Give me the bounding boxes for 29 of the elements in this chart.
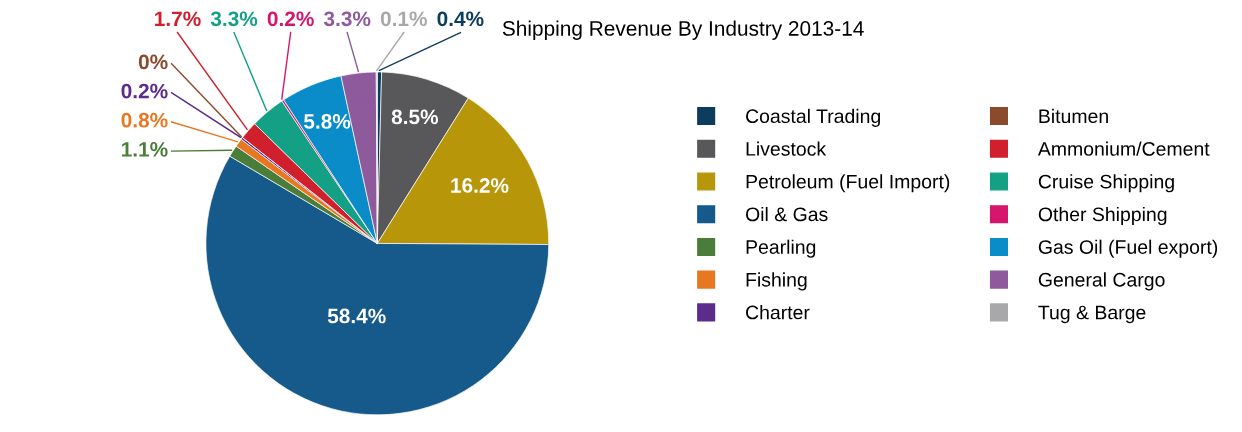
legend-label: Charter [746, 305, 810, 320]
data-label: 3.3% [210, 11, 258, 27]
legend-label: Gas Oil (Fuel export) [1038, 239, 1218, 258]
legend-label: General Cargo [1038, 272, 1165, 291]
legend-label: Pearling [746, 239, 816, 258]
legend-label: Fishing [746, 272, 807, 291]
legend-label: Coastal Trading [746, 108, 880, 127]
data-label: 0.1% [380, 11, 427, 27]
data-label: 1.7% [155, 11, 201, 27]
data-label: 3.3% [323, 11, 371, 27]
legend-label: Oil & Gas [745, 206, 828, 222]
legend-label: Petroleum (Fuel Import) [746, 174, 950, 193]
data-label: 5.8% [303, 114, 351, 129]
chart-title: Shipping Revenue By Industry 2013-14 [502, 20, 864, 40]
data-label: 0.2% [267, 11, 314, 27]
data-label: 16.2% [451, 178, 509, 193]
data-label: 1.1% [122, 142, 168, 157]
legend-label: Tug & Barge [1038, 305, 1146, 324]
legend-label: Cruise Shipping [1038, 174, 1174, 193]
data-label: 0.8% [121, 112, 168, 128]
legend-label: Ammonium/Cement [1037, 141, 1210, 156]
legend-label: Livestock [746, 141, 827, 156]
legend-label: Other Shipping [1038, 206, 1167, 226]
legend-label: Bitumen [1039, 108, 1108, 124]
data-label: 0.2% [121, 83, 168, 99]
text: 0% [138, 54, 168, 70]
data-label: 0.4% [437, 11, 484, 27]
data-label: 8.5% [391, 109, 439, 125]
data-label: 58.4% [327, 308, 386, 324]
